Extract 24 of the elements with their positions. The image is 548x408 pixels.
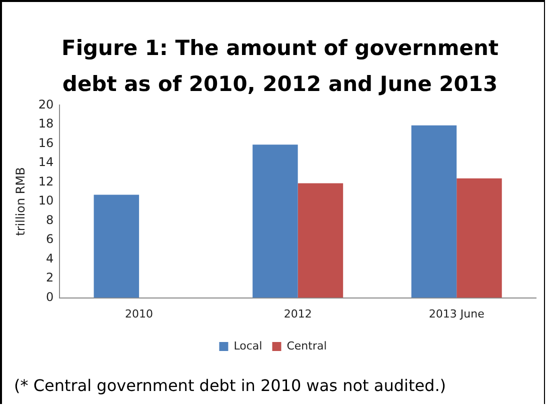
- bar: [456, 178, 502, 298]
- bar: [252, 144, 298, 298]
- y-tick-label: 16: [38, 136, 54, 150]
- y-tick-label: 20: [38, 97, 54, 112]
- bar: [411, 125, 457, 298]
- x-tick-label: 2010: [125, 307, 154, 320]
- y-tick-label: 2: [46, 270, 54, 285]
- x-tick-label: 2012: [284, 307, 312, 320]
- y-tick-label: 12: [38, 174, 54, 188]
- y-tick-label: 14: [38, 155, 54, 170]
- legend-label: Central: [286, 339, 327, 352]
- bar: [298, 183, 344, 298]
- bar: [94, 194, 140, 298]
- y-tick-label: 18: [38, 116, 54, 131]
- y-tick-label: 0: [46, 290, 54, 304]
- y-tick-label: 10: [38, 194, 54, 208]
- y-tick-label: 8: [46, 212, 54, 227]
- legend-label: Local: [234, 339, 262, 352]
- text: (* Central government debt in 2010 was not audited.): [14, 376, 446, 395]
- chart-title: Figure 1: The amount of government debt as of 2010, 2012 and June 2013: [60, 35, 500, 98]
- y-tick-label: 4: [46, 251, 54, 266]
- y-axis-title: trillion RMB: [13, 167, 28, 236]
- y-tick-label: 6: [46, 232, 54, 246]
- x-tick-label: 2013 June: [428, 307, 485, 320]
